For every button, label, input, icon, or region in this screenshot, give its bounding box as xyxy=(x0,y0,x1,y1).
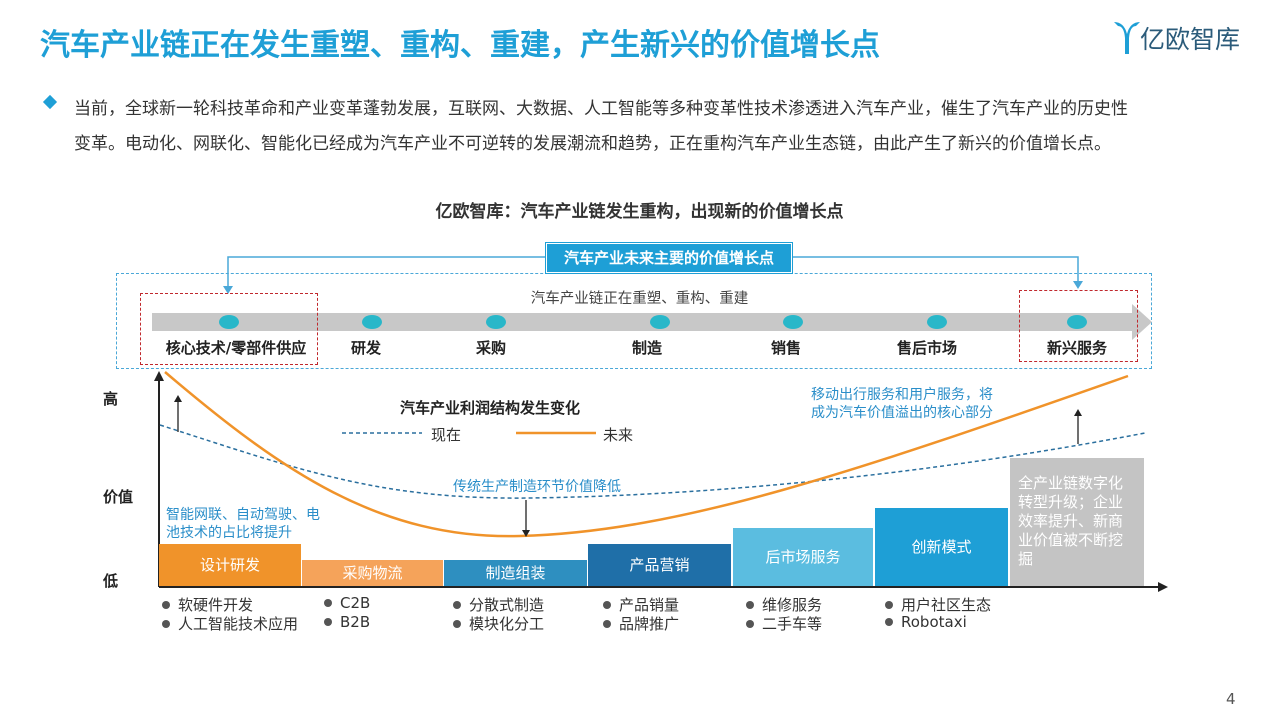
bar-digital-transformation: 全产业链数字化转型升级；企业效率提升、新商业价值被不断挖掘 xyxy=(1010,458,1144,586)
future-growth-label: 汽车产业未来主要的价值增长点 xyxy=(546,243,792,273)
logo-icon xyxy=(1114,22,1140,54)
value-chain-box xyxy=(116,273,1152,369)
chain-subtitle: 汽车产业链正在重塑、重构、重建 xyxy=(530,291,749,307)
y-label-value: 价值 xyxy=(103,488,134,506)
legend-now: 现在 xyxy=(431,426,462,444)
list-item: Robotaxi xyxy=(885,613,967,631)
intro-line-2: 变革。电动化、网联化、智能化已经成为汽车产业不可逆转的发展潮流和趋势，正在重构汽… xyxy=(74,134,1111,154)
list-item: C2B xyxy=(324,594,370,612)
list-item: 分散式制造 xyxy=(453,594,544,615)
y-label-high: 高 xyxy=(103,390,119,408)
note-right-line2: 成为汽车价值溢出的核心部分 xyxy=(811,405,993,421)
stage-rd: 研发 xyxy=(350,339,382,357)
stage-procurement: 采购 xyxy=(475,339,507,357)
stage-dot xyxy=(219,315,239,329)
list-item: B2B xyxy=(324,613,370,631)
y-label-low: 低 xyxy=(103,572,119,590)
note-right-line1: 移动出行服务和用户服务，将 xyxy=(811,387,993,403)
stage-dot xyxy=(650,315,670,329)
legend-future: 未来 xyxy=(603,426,634,444)
intro-line-1: 当前，全球新一轮科技革命和产业变革蓬勃发展，互联网、大数据、人工智能等多种变革性… xyxy=(74,99,1128,119)
stage-core-tech: 核心技术/零部件供应 xyxy=(165,339,307,357)
diagram-title: 亿欧智库：汽车产业链发生重构，出现新的价值增长点 xyxy=(435,202,844,222)
bar-design-rd: 设计研发 xyxy=(159,544,301,586)
stage-sales: 销售 xyxy=(770,339,802,357)
bar-marketing: 产品营销 xyxy=(588,544,731,586)
note-middle: 传统生产制造环节价值降低 xyxy=(453,479,621,495)
stage-dot xyxy=(927,315,947,329)
stage-dot xyxy=(486,315,506,329)
list-item: 模块化分工 xyxy=(453,613,544,634)
list-item: 产品销量 xyxy=(603,594,679,615)
bar-manufacturing: 制造组装 xyxy=(444,560,587,586)
highlight-box-new-services xyxy=(1019,290,1138,362)
stage-manufacturing: 制造 xyxy=(631,339,663,357)
bar-procurement: 采购物流 xyxy=(302,560,443,586)
list-item: 品牌推广 xyxy=(603,613,679,634)
page-number: 4 xyxy=(1226,690,1236,708)
highlight-box-core xyxy=(140,293,318,365)
note-left-line2: 池技术的占比将提升 xyxy=(166,525,292,541)
legend-title: 汽车产业利润结构发生变化 xyxy=(400,399,581,417)
stage-new-services: 新兴服务 xyxy=(1046,339,1108,357)
bar-aftermarket: 后市场服务 xyxy=(733,528,873,586)
bar-innovation: 创新模式 xyxy=(875,508,1008,586)
logo-text: 亿欧智库 xyxy=(1140,25,1241,54)
list-item: 用户社区生态 xyxy=(885,594,991,615)
stage-dot xyxy=(783,315,803,329)
list-item: 软硬件开发 xyxy=(162,594,253,615)
stage-dot xyxy=(362,315,382,329)
list-item: 维修服务 xyxy=(746,594,822,615)
note-left-line1: 智能网联、自动驾驶、电 xyxy=(166,507,320,523)
page-title: 汽车产业链正在发生重塑、重构、重建，产生新兴的价值增长点 xyxy=(40,28,880,63)
stage-dot xyxy=(1067,315,1087,329)
list-item: 人工智能技术应用 xyxy=(162,613,298,634)
list-item: 二手车等 xyxy=(746,613,822,634)
stage-aftermarket: 售后市场 xyxy=(896,339,958,357)
